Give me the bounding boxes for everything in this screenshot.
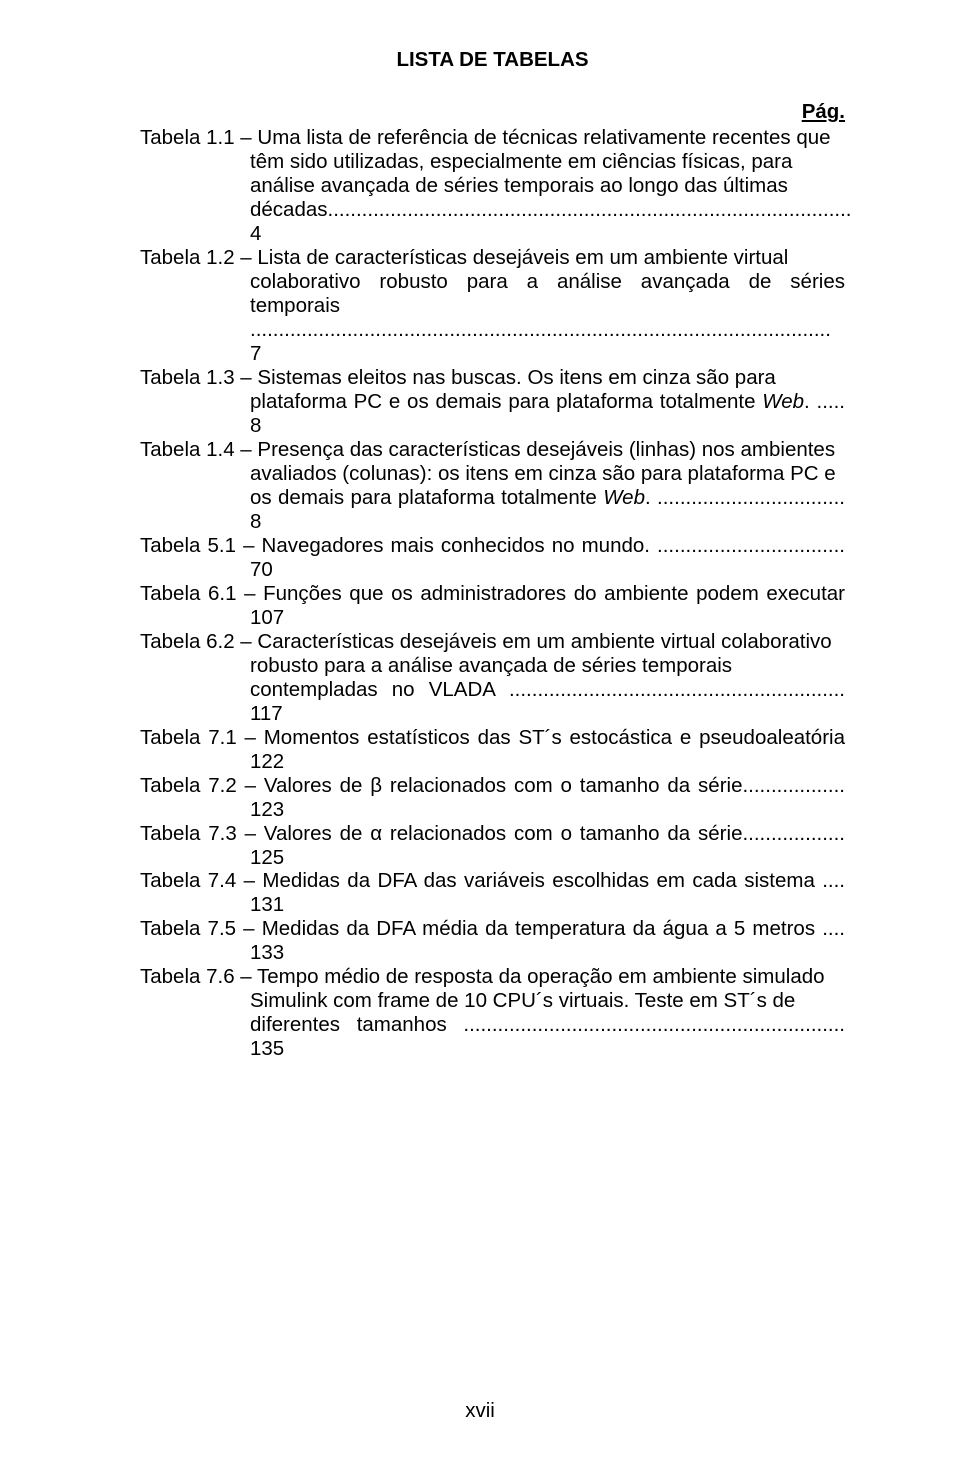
toc-entry: Tabela 7.6 – Tempo médio de resposta da …	[140, 965, 845, 989]
toc-entry-continuation: diferentes tamanhos ....................…	[140, 1013, 845, 1061]
toc-entry: Tabela 7.4 – Medidas da DFA das variávei…	[140, 869, 845, 917]
toc-entries: Tabela 1.1 – Uma lista de referência de …	[140, 126, 845, 1061]
toc-entry: Tabela 1.2 – Lista de características de…	[140, 246, 845, 270]
toc-entry: Tabela 1.1 – Uma lista de referência de …	[140, 126, 845, 150]
toc-entry: Tabela 1.4 – Presença das característica…	[140, 438, 845, 462]
toc-entry-continuation: robusto para a análise avançada de série…	[140, 654, 845, 678]
toc-entry: Tabela 7.5 – Medidas da DFA média da tem…	[140, 917, 845, 965]
page-title: LISTA DE TABELAS	[140, 48, 845, 72]
toc-entry-continuation: décadas.................................…	[140, 198, 845, 246]
toc-entry-continuation: contempladas no VLADA ..................…	[140, 678, 845, 726]
page: LISTA DE TABELAS Pág. Tabela 1.1 – Uma l…	[0, 0, 960, 1483]
toc-entry: Tabela 1.3 – Sistemas eleitos nas buscas…	[140, 366, 845, 390]
toc-entry: Tabela 7.3 – Valores de α relacionados c…	[140, 822, 845, 870]
toc-entry-continuation: ........................................…	[140, 318, 845, 366]
toc-entry-continuation: plataforma PC e os demais para plataform…	[140, 390, 845, 438]
toc-entry-continuation: análise avançada de séries temporais ao …	[140, 174, 845, 198]
toc-entry: Tabela 5.1 – Navegadores mais conhecidos…	[140, 534, 845, 582]
page-label: Pág.	[140, 100, 845, 124]
toc-entry: Tabela 6.1 – Funções que os administrado…	[140, 582, 845, 630]
toc-entry-continuation: Simulink com frame de 10 CPU´s virtuais.…	[140, 989, 845, 1013]
toc-entry: Tabela 7.2 – Valores de β relacionados c…	[140, 774, 845, 822]
page-number: xvii	[0, 1399, 960, 1423]
toc-entry: Tabela 6.2 – Características desejáveis …	[140, 630, 845, 654]
toc-entry: Tabela 7.1 – Momentos estatísticos das S…	[140, 726, 845, 774]
toc-entry-continuation: os demais para plataforma totalmente Web…	[140, 486, 845, 534]
toc-entry-continuation: avaliados (colunas): os itens em cinza s…	[140, 462, 845, 486]
toc-entry-continuation: colaborativo robusto para a análise avan…	[140, 270, 845, 318]
toc-entry-continuation: têm sido utilizadas, especialmente em ci…	[140, 150, 845, 174]
